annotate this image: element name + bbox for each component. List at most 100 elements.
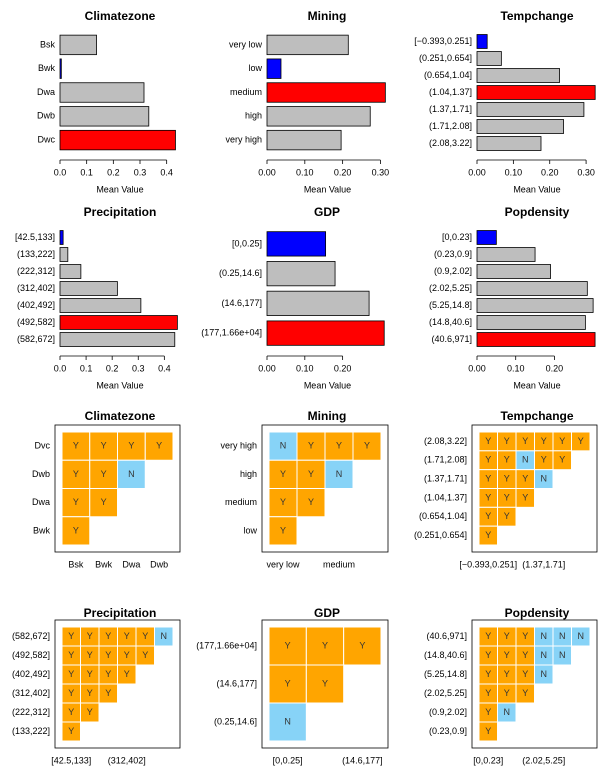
cell [144,431,174,461]
y-tick-label: (492,582] [17,317,55,327]
cell-text: Y [322,678,328,688]
cell-text: Y [504,455,510,465]
y-tick-label: (0.25,14.6] [219,268,262,278]
row-label: (0.25,14.6] [214,716,257,726]
y-tick-label: high [245,111,262,121]
y-tick-label: Dwa [37,87,55,97]
x-tick-label: 0.3 [134,167,147,177]
cell-text: Y [280,525,286,535]
cell [324,459,354,489]
bar [59,129,176,151]
cell [497,702,517,723]
bar [476,332,596,347]
bar [476,85,596,100]
x-axis-label: Mean Value [513,380,560,390]
cell-text: N [541,669,548,679]
y-tick-label: (1.71,2.08] [429,121,472,131]
cell-text: N [504,707,511,717]
cell-text: Y [485,631,491,641]
cell [305,664,345,704]
cell-text: Y [68,631,74,641]
bar [266,106,371,127]
cell [478,721,498,742]
bar [59,315,178,330]
row-label: (0.9,2.02] [429,707,467,717]
y-tick-label: (0.23,0.9] [434,249,472,259]
row-label: (14.6,177] [216,678,257,688]
cell-text: Y [156,441,162,451]
cell-text: Y [485,455,491,465]
y-tick-label: Bsk [40,39,56,49]
cell-text: Y [128,441,134,451]
cell-text: N [522,455,529,465]
cell-text: Y [485,492,491,502]
bar [266,58,282,79]
bar [476,68,560,83]
row-label: (133,222] [12,726,50,736]
cell [268,702,307,742]
x-tick-label: 0.10 [296,363,314,373]
x-axis-label: Mean Value [304,184,351,194]
y-tick-label: (2.02,5.25] [429,283,472,293]
plot-box [261,424,389,553]
x-tick-label: 0.00 [468,363,486,373]
x-tick-label: 0.10 [505,167,523,177]
cell-text: Y [485,436,491,446]
row-label: (14.8,40.6] [424,650,467,660]
x-tick-label: 0.4 [160,167,173,177]
cell-text: Y [541,455,547,465]
cell-text: Y [485,707,491,717]
bar [266,290,370,316]
cell-text: Y [522,669,528,679]
y-tick-label: very low [229,39,263,49]
cell [515,488,535,508]
bar [476,264,551,279]
x-axis-label: Mean Value [304,380,351,390]
bar [59,281,118,296]
x-axis-label: Mean Value [513,184,560,194]
cell [117,664,137,685]
cell-text: Y [105,650,111,660]
column-label: very low [266,559,300,569]
cell-text: Y [504,650,510,660]
chart-title: Popdensity [505,205,570,219]
cell-text: Y [105,688,111,698]
cell [80,702,100,723]
column-label: medium [323,559,355,569]
row-label: (2.02,5.25] [424,688,467,698]
cell-text: Y [504,473,510,483]
bar [59,230,64,245]
y-tick-label: (5.25,14.8] [429,300,472,310]
cell-text: Y [359,640,365,650]
row-label: (177,1.66e+04] [196,640,257,650]
column-label: [0,0.23] [473,755,503,765]
bar [476,119,564,134]
x-tick-label: 0.1 [80,363,93,373]
x-tick-label: 0.1 [80,167,93,177]
cell-text: Y [485,650,491,660]
cell-text: Y [285,678,291,688]
cell-text: N [336,469,343,479]
cell-text: Y [280,469,286,479]
cell-text: Y [522,436,528,446]
cell-text: N [578,631,585,641]
cell [296,431,326,461]
column-label: [−0.393,0.251] [459,559,517,569]
x-tick-label: 0.00 [468,167,486,177]
cell-text: Y [101,497,107,507]
cell-text: Y [522,492,528,502]
y-tick-label: (222,312] [17,266,55,276]
column-label: Bsk [68,559,84,569]
cell-text: N [280,441,287,451]
y-tick-label: [−0.393,0.251] [414,36,472,46]
cell [296,488,326,518]
cell-text: Y [87,688,93,698]
x-axis-label: Mean Value [96,184,143,194]
cell-text: Y [522,631,528,641]
cell-text: Y [105,669,111,679]
cell-text: Y [285,640,291,650]
x-tick-label: 0.10 [296,167,314,177]
row-label: (582,672] [12,631,50,641]
